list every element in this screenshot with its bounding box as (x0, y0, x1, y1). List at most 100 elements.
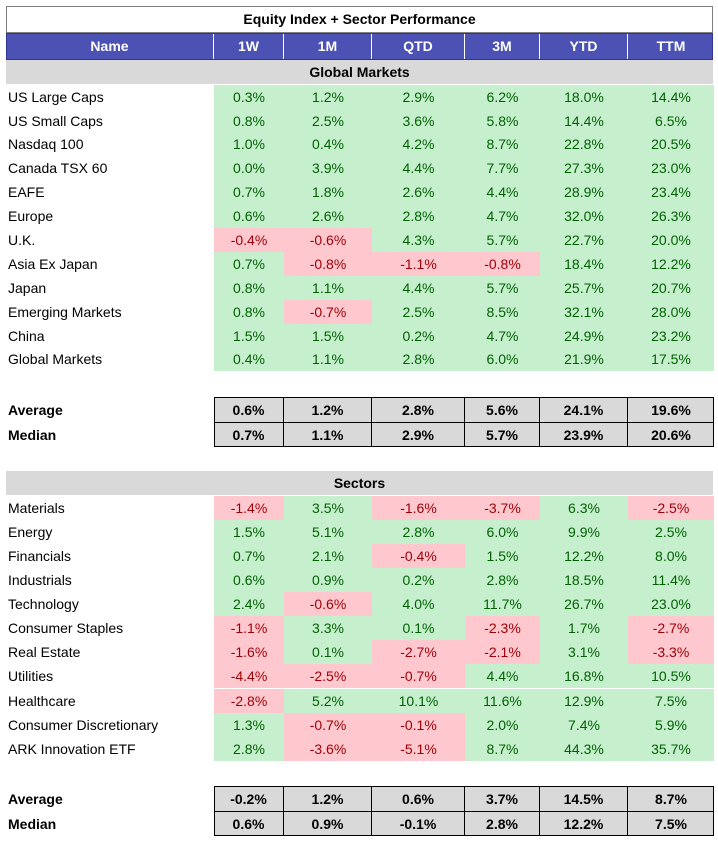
value-cell-ytd: 16.8% (540, 664, 628, 688)
summary-label: Median (8, 816, 57, 832)
value-cell-3m: 11.7% (465, 592, 540, 616)
value-cell-1m: 0.4% (284, 132, 372, 156)
value-cell-1m: -0.6% (284, 592, 372, 616)
value-cell-ytd: 22.8% (540, 132, 628, 156)
row-label: Global Markets (8, 351, 103, 367)
value-cell-qtd: 2.8% (372, 204, 465, 228)
value-cell-ytd: 25.7% (540, 276, 628, 300)
table-row: Real Estate -1.6% 0.1% -2.7% -2.1% 3.1% -3.3% (0, 640, 718, 664)
summary-cell-1m: 0.9% (284, 812, 372, 836)
summary-cell-qtd: 2.8% (372, 398, 465, 422)
table-row: Utilities -4.4% -2.5% -0.7% 4.4% 16.8% 10.5% (0, 664, 718, 688)
column-header-qtd[interactable]: QTD (372, 34, 465, 59)
value-cell-qtd: -5.1% (372, 737, 465, 761)
value-cell-ttm: 10.5% (628, 664, 714, 688)
row-label: US Large Caps (8, 89, 104, 105)
value-cell-1m: 1.8% (284, 180, 372, 204)
value-cell-3m: 8.7% (465, 132, 540, 156)
value-cell-ttm: 12.2% (628, 252, 714, 276)
value-cell-1m: -0.7% (284, 300, 372, 324)
summary-label: Average (8, 791, 63, 807)
value-cell-qtd: 4.0% (372, 592, 465, 616)
value-cell-ttm: 23.0% (628, 156, 714, 180)
value-cell-3m: 4.7% (465, 324, 540, 348)
row-label: EAFE (8, 184, 45, 200)
value-cell-ttm: -2.5% (628, 496, 714, 520)
column-header-1w[interactable]: 1W (214, 34, 284, 59)
column-header-ttm[interactable]: TTM (656, 38, 686, 54)
value-cell-1w: 1.3% (214, 713, 284, 737)
table-row: US Small Caps 0.8% 2.5% 3.6% 5.8% 14.4% 6.5% (0, 109, 718, 133)
value-cell-ytd: 3.1% (540, 640, 628, 664)
row-label: Canada TSX 60 (8, 160, 108, 176)
value-cell-3m: 2.8% (465, 568, 540, 592)
value-cell-1m: -3.6% (284, 737, 372, 761)
value-cell-ttm: 14.4% (628, 85, 714, 109)
value-cell-1m: 0.1% (284, 640, 372, 664)
value-cell-1m: 3.5% (284, 496, 372, 520)
table-row: Healthcare -2.8% 5.2% 10.1% 11.6% 12.9% 7.5% (0, 689, 718, 713)
value-cell-3m: 4.4% (465, 664, 540, 688)
value-cell-ytd: 28.9% (540, 180, 628, 204)
value-cell-1w: 0.0% (214, 156, 284, 180)
value-cell-ttm: 20.7% (628, 276, 714, 300)
value-cell-1m: 0.9% (284, 568, 372, 592)
row-label: Europe (8, 208, 54, 224)
value-cell-ytd: 44.3% (540, 737, 628, 761)
value-cell-1m: 2.5% (284, 109, 372, 133)
summary-cell-ttm: 7.5% (655, 816, 687, 832)
summary-cell-3m: 3.7% (465, 787, 540, 811)
value-cell-qtd: 4.4% (372, 276, 465, 300)
summary-cell-1m: 1.1% (284, 423, 372, 447)
value-cell-ytd: 24.9% (540, 324, 628, 348)
summary-label: Average (8, 402, 63, 418)
table-row: China 1.5% 1.5% 0.2% 4.7% 24.9% 23.2% (0, 324, 718, 348)
table-row: Nasdaq 100 1.0% 0.4% 4.2% 8.7% 22.8% 20.5% (0, 132, 718, 156)
table-row: Materials -1.4% 3.5% -1.6% -3.7% 6.3% -2.5% (0, 496, 718, 520)
value-cell-qtd: 2.6% (372, 180, 465, 204)
summary-cell-ttm: 19.6% (651, 402, 691, 418)
summary-cell-3m: 5.7% (465, 423, 540, 447)
table-row: Canada TSX 60 0.0% 3.9% 4.4% 7.7% 27.3% 23.0% (0, 156, 718, 180)
summary-row-median: Median 0.6% 0.9% -0.1% 2.8% 12.2% 7.5% (0, 812, 718, 836)
value-cell-3m: 5.7% (465, 276, 540, 300)
row-label: Real Estate (8, 644, 81, 660)
column-header-name[interactable]: Name (6, 34, 214, 59)
table-row: Asia Ex Japan 0.7% -0.8% -1.1% -0.8% 18.4% 12.… (0, 252, 718, 276)
value-cell-1w: -0.4% (214, 228, 284, 252)
value-cell-ytd: 7.4% (540, 713, 628, 737)
row-label: Japan (8, 280, 47, 296)
value-cell-1w: 0.6% (214, 204, 284, 228)
value-cell-qtd: 4.2% (372, 132, 465, 156)
value-cell-ttm: -2.7% (628, 616, 714, 640)
value-cell-1m: 1.5% (284, 324, 372, 348)
row-label: Energy (8, 524, 53, 540)
table-row: EAFE 0.7% 1.8% 2.6% 4.4% 28.9% 23.4% (0, 180, 718, 204)
summary-cell-ytd: 23.9% (540, 423, 628, 447)
value-cell-1w: 0.8% (214, 300, 284, 324)
value-cell-ttm: 5.9% (628, 713, 714, 737)
value-cell-1m: -0.7% (284, 713, 372, 737)
table-row: Technology 2.4% -0.6% 4.0% 11.7% 26.7% 23.0% (0, 592, 718, 616)
value-cell-ttm: 20.0% (628, 228, 714, 252)
table-row: US Large Caps 0.3% 1.2% 2.9% 6.2% 18.0% 14.4% (0, 85, 718, 109)
value-cell-1w: 1.0% (214, 132, 284, 156)
summary-cell-qtd: 2.9% (372, 423, 465, 447)
value-cell-3m: 6.2% (465, 85, 540, 109)
value-cell-ytd: 32.0% (540, 204, 628, 228)
value-cell-3m: 6.0% (465, 520, 540, 544)
value-cell-3m: -3.7% (465, 496, 540, 520)
value-cell-1m: 3.9% (284, 156, 372, 180)
value-cell-qtd: 0.1% (372, 616, 465, 640)
column-header-1m[interactable]: 1M (284, 34, 372, 59)
column-header-ytd[interactable]: YTD (540, 34, 628, 59)
value-cell-qtd: 2.9% (372, 85, 465, 109)
row-label: U.K. (8, 232, 36, 248)
value-cell-1w: 0.6% (214, 568, 284, 592)
value-cell-1w: -2.8% (214, 689, 284, 713)
value-cell-qtd: 3.6% (372, 109, 465, 133)
table-row: Japan 0.8% 1.1% 4.4% 5.7% 25.7% 20.7% (0, 276, 718, 300)
table-row: Consumer Staples -1.1% 3.3% 0.1% -2.3% 1.7% -2… (0, 616, 718, 640)
column-header-3m[interactable]: 3M (465, 34, 540, 59)
section-heading-sectors: Sectors (6, 471, 713, 495)
